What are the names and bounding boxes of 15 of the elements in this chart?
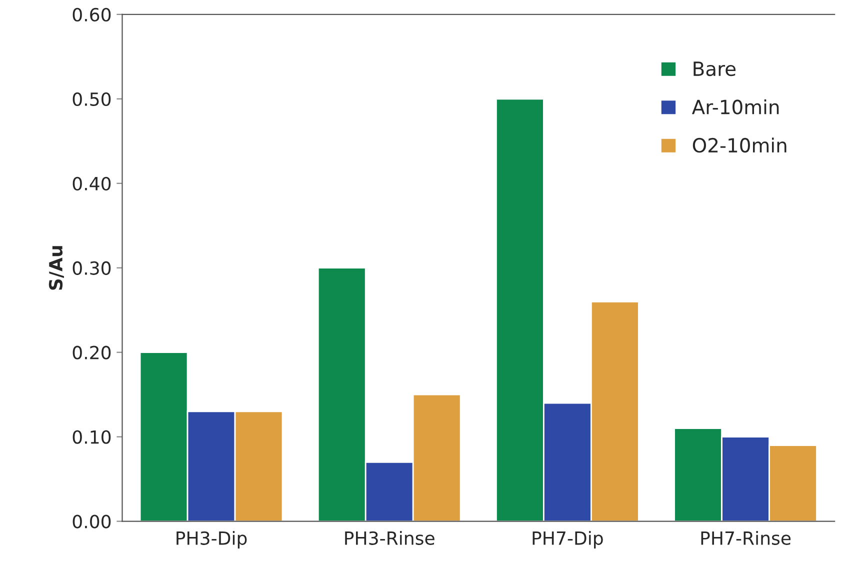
x-tick-label: PH3-Rinse [345,531,434,545]
x-tick-label: PH7-Dip [532,531,603,548]
legend-label: O2-10min [692,138,786,153]
y-tick-label: 0.50 [72,92,111,106]
y-tick-label: 0.40 [72,176,111,190]
y-tick-label: 0.20 [72,346,111,360]
y-axis-title: S/Au [48,246,64,290]
legend-label: Bare [694,62,736,76]
y-tick-label: 0.10 [72,430,111,444]
y-tick-label: 0.60 [72,8,111,22]
x-tick-label: PH7-Rinse [701,531,791,545]
y-tick-label: 0.30 [72,261,111,275]
x-tick-label: PH3-Dip [176,531,247,548]
legend-label: Ar-10min [692,99,779,114]
y-tick-label: 0.00 [72,514,111,528]
